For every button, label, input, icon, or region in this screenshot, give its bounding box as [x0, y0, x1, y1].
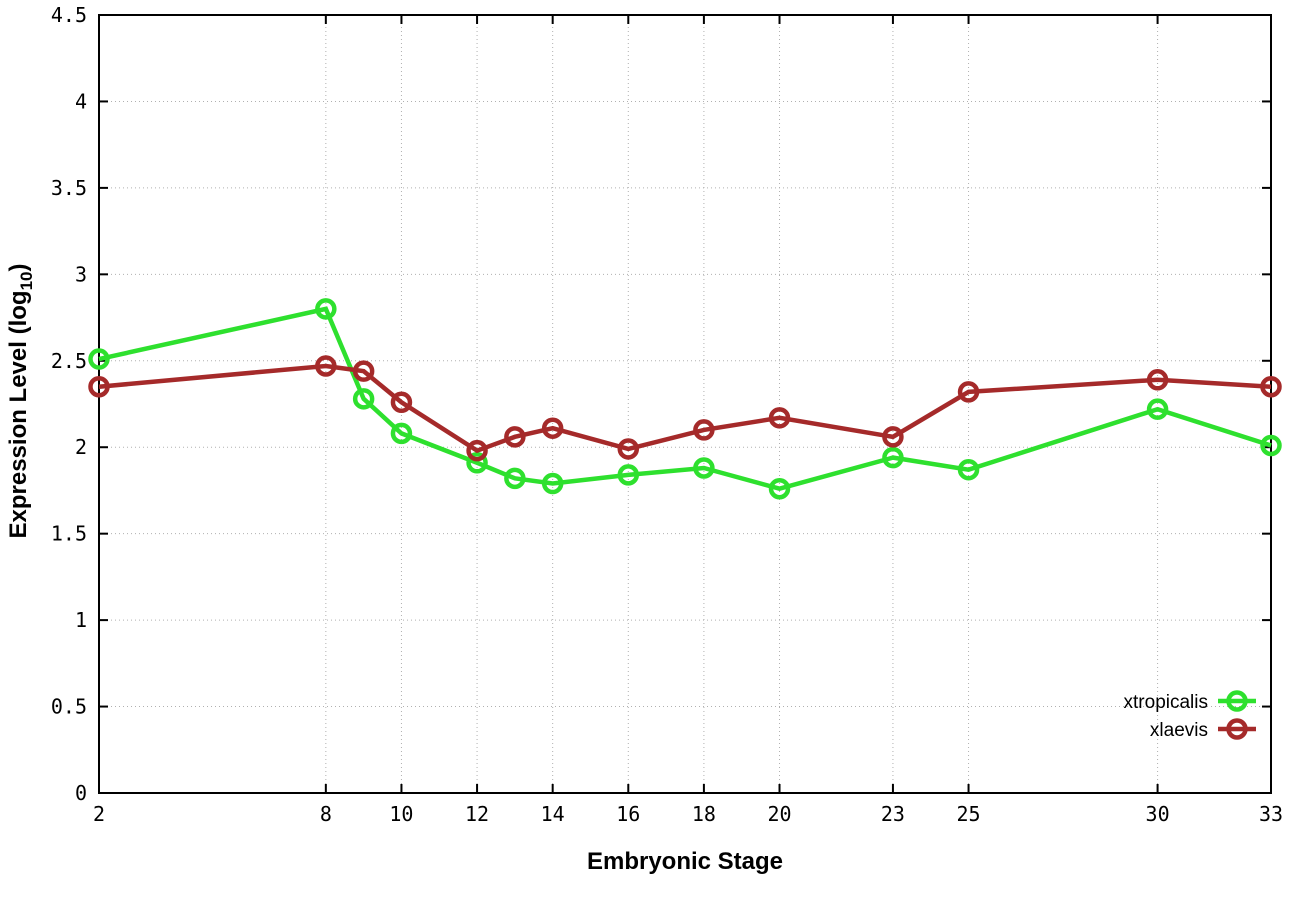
- legend-marker-xtropicalis: [1226, 690, 1248, 712]
- y-axis-label-subscript: 10: [17, 271, 36, 291]
- y-axis-label-text: Expression Level (log: [5, 290, 32, 539]
- x-tick-label: 23: [881, 802, 905, 826]
- y-tick-label: 2.5: [51, 349, 87, 373]
- xlaevis-marker: [693, 419, 715, 441]
- legend-label-xlaevis: xlaevis: [1150, 720, 1208, 741]
- xtropicalis-marker: [352, 388, 375, 410]
- y-tick-label: 3.5: [51, 176, 87, 200]
- y-axis-label-suffix: ): [5, 263, 32, 272]
- xlaevis-marker: [617, 438, 640, 460]
- y-tick-label: 4: [75, 89, 87, 113]
- series-line-xlaevis: [98, 363, 1272, 454]
- y-tick-label: 2: [75, 435, 87, 459]
- x-tick-label: 33: [1259, 802, 1283, 826]
- legend-marker-xlaevis: [1226, 718, 1248, 740]
- x-tick-label: 10: [389, 802, 413, 826]
- x-tick-label: 18: [692, 802, 716, 826]
- x-tick-label: 20: [767, 802, 791, 826]
- y-tick-label: 0: [75, 781, 87, 805]
- x-tick-label: 8: [320, 802, 332, 826]
- y-tick-label: 3: [75, 262, 87, 286]
- xtropicalis-marker: [617, 464, 640, 486]
- y-axis-label: Expression Level (log10): [5, 264, 37, 539]
- x-tick-label: 16: [616, 802, 640, 826]
- x-tick-label: 14: [541, 802, 565, 826]
- xtropicalis-marker: [1146, 398, 1169, 420]
- x-tick-label: 2: [93, 802, 105, 826]
- y-tick-label: 4.5: [51, 3, 87, 27]
- xtropicalis-marker: [693, 457, 715, 479]
- xlaevis-marker: [504, 426, 526, 448]
- series-line-xtropicalis: [98, 306, 1272, 492]
- y-tick-label: 1.5: [51, 522, 87, 546]
- xtropicalis-marker: [1260, 434, 1282, 457]
- y-tick-label: 0.5: [51, 695, 87, 719]
- xtropicalis-marker: [541, 472, 564, 495]
- xlaevis-marker: [352, 360, 375, 382]
- legend-label-xtropicalis: xtropicalis: [1124, 692, 1208, 713]
- xlaevis-marker: [390, 391, 413, 414]
- xlaevis-marker: [957, 381, 980, 403]
- xlaevis-marker: [541, 417, 564, 439]
- xtropicalis-marker: [882, 446, 904, 469]
- xlaevis-marker: [768, 407, 791, 429]
- xtropicalis-marker: [88, 348, 110, 370]
- xtropicalis-marker: [390, 422, 413, 445]
- xtropicalis-marker: [315, 298, 337, 320]
- xlaevis-marker: [315, 355, 337, 377]
- xtropicalis-marker: [504, 467, 526, 490]
- xlaevis-marker: [88, 375, 110, 398]
- xtropicalis-marker: [957, 458, 980, 481]
- xtropicalis-marker: [768, 477, 791, 500]
- x-tick-label: 25: [957, 802, 981, 826]
- plot-border: [98, 14, 1272, 794]
- xlaevis-marker: [882, 426, 904, 448]
- xlaevis-marker: [466, 439, 488, 462]
- xtropicalis-marker: [466, 452, 488, 474]
- x-axis-label: Embryonic Stage: [586, 848, 784, 875]
- x-tick-label: 30: [1146, 802, 1170, 826]
- x-tick-label: 12: [465, 802, 489, 826]
- y-tick-label: 1: [75, 608, 87, 632]
- xlaevis-marker: [1146, 369, 1169, 391]
- xlaevis-marker: [1260, 375, 1282, 398]
